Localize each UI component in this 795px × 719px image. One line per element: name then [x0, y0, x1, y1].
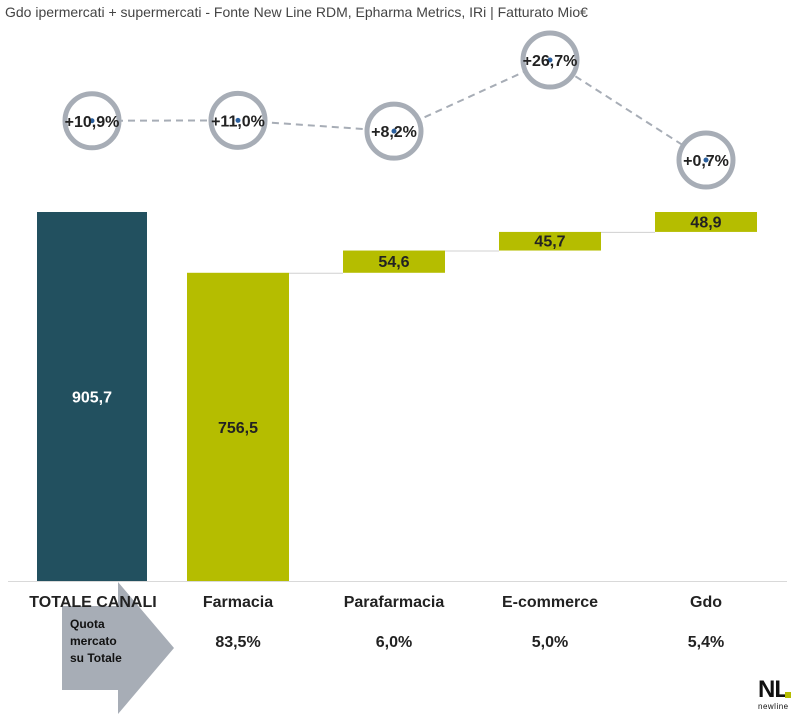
growth-label: +11,0%: [211, 113, 265, 130]
bar-value-label: 45,7: [534, 234, 565, 251]
arrow-label: Quota mercato su Totale: [70, 616, 122, 667]
category-label-gdo: Gdo: [690, 594, 722, 611]
bar-value-label: 54,6: [378, 254, 409, 271]
logo-mark: NL: [758, 676, 789, 703]
bar-value-label: 756,5: [218, 420, 258, 437]
arrow-shape: [62, 582, 174, 714]
bar-4: [655, 212, 757, 232]
market-share-parafarmacia: 6,0%: [375, 634, 413, 651]
category-label-total: TOTALE CANALI: [29, 594, 157, 611]
bar-3: [499, 231, 601, 251]
logo-dot: [785, 692, 791, 698]
category-label-ecommerce: E-commerce: [501, 594, 599, 611]
arrow-label-line: su Totale: [70, 651, 122, 665]
growth-label: +10,9%: [65, 114, 120, 131]
growth-point: [235, 117, 241, 123]
arrow-label-line: mercato: [70, 634, 117, 648]
growth-point: [89, 118, 95, 124]
growth-label: +8,2%: [371, 124, 417, 141]
bar-0: [37, 212, 147, 581]
bar-1: [187, 272, 289, 581]
chart-subtitle: Gdo ipermercati + supermercati - Fonte N…: [5, 4, 588, 20]
bar-value-label: 48,9: [690, 214, 721, 231]
growth-label: +0,7%: [683, 153, 729, 170]
bar-2: [343, 250, 445, 273]
market-share-arrow: [62, 582, 174, 714]
market-share-farmacia: 83,5%: [215, 634, 261, 651]
category-label-farmacia: Farmacia: [202, 594, 274, 611]
growth-label: +26,7%: [523, 53, 578, 70]
growth-point: [547, 57, 553, 63]
growth-point: [703, 157, 709, 163]
growth-point: [391, 128, 397, 134]
newline-logo: NL newline: [758, 678, 792, 714]
market-share-ecommerce: 5,0%: [531, 634, 569, 651]
logo-wordmark: newline: [758, 702, 789, 711]
bar-value-label: 905,7: [72, 390, 112, 407]
market-share-gdo: 5,4%: [687, 634, 725, 651]
category-label-parafarmacia: Parafarmacia: [343, 594, 445, 611]
arrow-label-line: Quota: [70, 617, 105, 631]
